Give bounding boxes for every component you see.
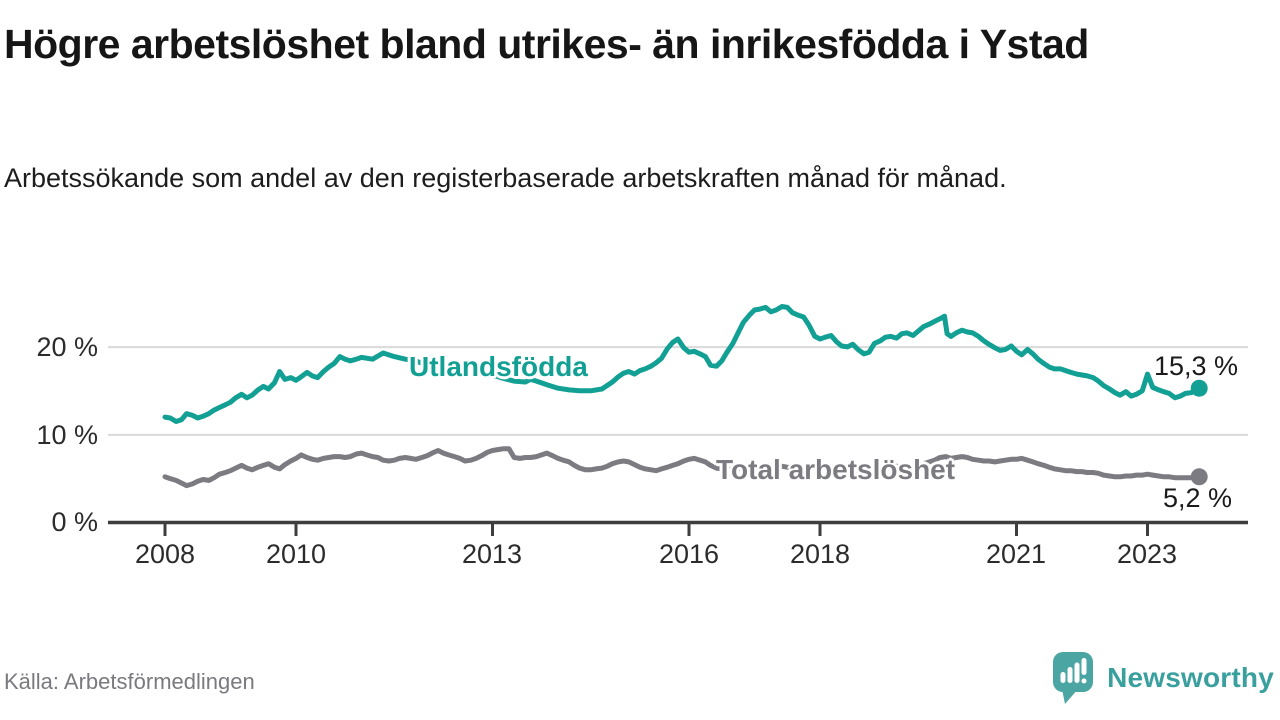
gridlines [108,346,1248,436]
series-label-utlandsfodda: Utlandsfödda [409,351,588,382]
y-tick-label: 20 % [36,332,98,362]
brand-name: Newsworthy [1107,662,1274,693]
series-label-total-arbetsloshet: Total arbetslöshet [716,454,956,485]
end-value-total-arbetsloshet: 5,2 % [1162,483,1232,513]
y-tick-label: 0 % [51,507,98,537]
series-total-arbetsloshet [162,446,1208,489]
series-end-dot [1190,379,1208,397]
series-line [162,304,1202,424]
chart-subtitle: Arbetssökande som andel av den registerb… [4,163,1007,193]
series-end-dot [1190,468,1208,486]
source-note: Källa: Arbetsförmedlingen [4,669,255,694]
x-tick-label: 2016 [658,539,720,569]
page-title: Högre arbetslöshet bland utrikes- än inr… [4,21,1089,67]
x-tick-label: 2013 [461,539,523,569]
newsworthy-icon [1053,652,1094,704]
y-tick-label: 10 % [36,420,98,450]
series-utlandsfodda [162,304,1208,424]
x-tick-label: 2021 [985,539,1047,569]
end-value-utlandsfodda: 15,3 % [1153,351,1238,381]
x-axis [108,520,1248,536]
brand-logo: Newsworthy [1051,648,1274,708]
series-line [162,446,1202,489]
x-tick-label: 2018 [789,539,851,569]
x-tick-label: 2010 [265,539,327,569]
x-tick-label: 2008 [134,539,196,569]
x-tick-label: 2023 [1116,539,1178,569]
